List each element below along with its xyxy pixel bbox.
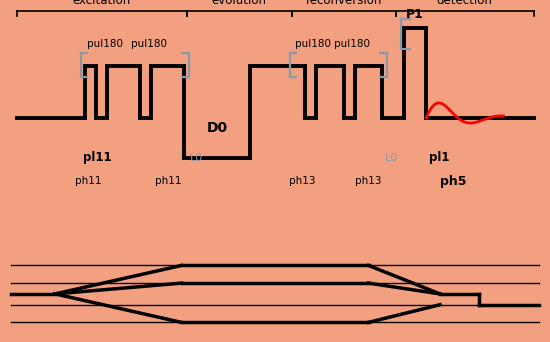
Text: ph13: ph13 xyxy=(355,176,382,186)
Text: excitation: excitation xyxy=(73,0,131,7)
Text: pul180: pul180 xyxy=(86,39,123,50)
Text: pl11: pl11 xyxy=(82,151,111,164)
Text: ph13: ph13 xyxy=(289,176,316,186)
Text: P1: P1 xyxy=(406,8,424,21)
Text: ph11: ph11 xyxy=(75,176,101,186)
Text: pul180: pul180 xyxy=(295,39,332,50)
Text: evolution: evolution xyxy=(212,0,267,7)
Text: reconversion: reconversion xyxy=(306,0,382,7)
Text: pul180: pul180 xyxy=(130,39,167,50)
Text: pl1: pl1 xyxy=(429,151,449,164)
Text: detection: detection xyxy=(437,0,493,7)
Text: D0: D0 xyxy=(207,121,228,135)
Text: ph5: ph5 xyxy=(440,175,466,188)
Text: L0: L0 xyxy=(385,153,398,163)
Text: ph11: ph11 xyxy=(155,176,181,186)
Text: L0: L0 xyxy=(190,153,203,163)
Text: pul180: pul180 xyxy=(334,39,370,50)
